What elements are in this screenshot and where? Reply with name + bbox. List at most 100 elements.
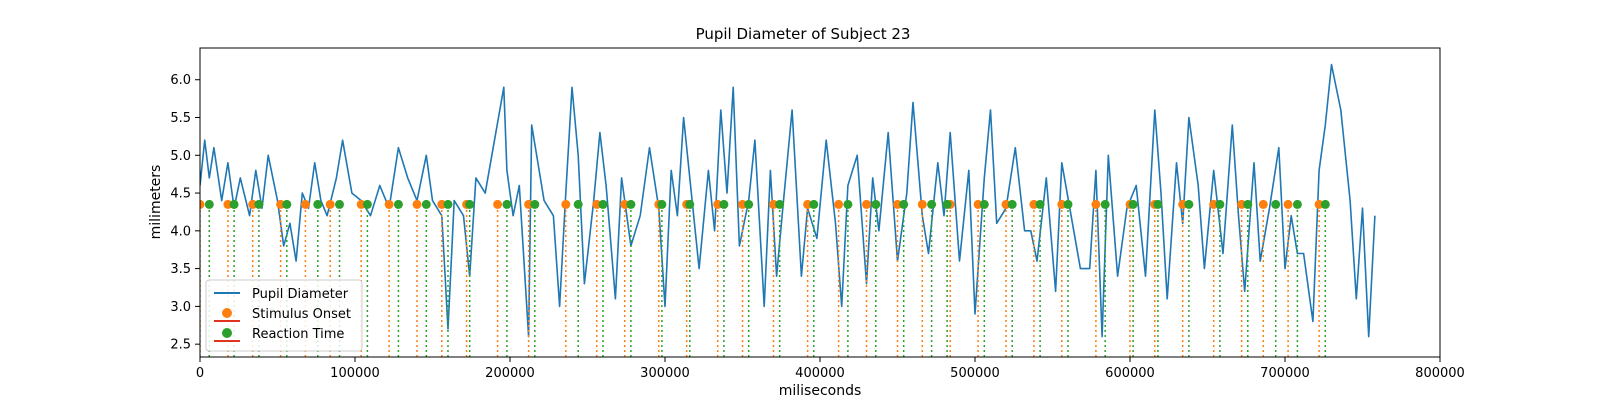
reaction-time-marker (1153, 199, 1163, 209)
reaction-time-marker (204, 199, 214, 209)
reaction-time-marker (942, 199, 952, 209)
y-axis: 2.5 3.0 3.5 4.0 4.5 5.0 5.5 6.0 (170, 73, 200, 353)
stimulus-onset-marker (1283, 199, 1293, 209)
stimulus-onset-marker (738, 199, 747, 209)
stimulus-onset-marker (1209, 199, 1219, 209)
legend-marker-stimulus-onset (222, 308, 232, 318)
y-axis-label: milimeters (148, 165, 164, 240)
stimulus-onset-marker (325, 199, 335, 209)
reaction-time-marker (1271, 199, 1281, 209)
reaction-time-marker (229, 199, 239, 209)
stimulus-onset-marker (862, 199, 871, 209)
x-tick-label: 800000 (1415, 366, 1465, 381)
stimulus-onset-marker (1314, 199, 1324, 209)
plot-area (200, 63, 1376, 357)
reaction-time-marker (899, 199, 909, 209)
x-tick-label: 500000 (950, 366, 1000, 381)
reaction-time-marker (775, 199, 785, 209)
legend-box (205, 279, 363, 352)
stimulus-onset-marker (223, 199, 233, 209)
reaction-time-marker (1243, 199, 1253, 209)
x-tick-label: 700000 (1260, 366, 1310, 381)
stimulus-onset-marker (561, 199, 571, 209)
stimulus-onset-marker (493, 199, 503, 209)
x-tick-label: 100000 (330, 366, 380, 381)
stimulus-onset-marker (803, 199, 813, 209)
reaction-time-marker (1320, 199, 1330, 209)
y-tick-label: 3.5 (170, 262, 191, 277)
legend: Pupil Diameter Stimulus Onset Reaction T… (205, 279, 363, 352)
stimulus-onset-marker (1237, 199, 1247, 209)
reaction-time-marker (573, 199, 583, 209)
x-tick-label: 200000 (485, 366, 535, 381)
stimulus-onset-marker (1178, 199, 1188, 209)
reaction-time-marker (809, 199, 819, 209)
reaction-time-marker (744, 199, 754, 209)
legend-label-pupil-diameter: Pupil Diameter (252, 287, 349, 302)
stimulus-onset-marker (893, 199, 902, 209)
x-tick-label: 600000 (1105, 366, 1155, 381)
reaction-time-marker (1035, 199, 1045, 209)
stimulus-onset-marker (248, 199, 258, 209)
stimulus-onset-marker (620, 199, 630, 209)
stimulus-onset-marker (437, 199, 447, 209)
y-tick-label: 5.5 (170, 111, 191, 126)
reaction-time-marker (282, 199, 292, 209)
stimulus-onset-marker (834, 199, 844, 209)
reaction-time-marker (465, 199, 475, 209)
reaction-time-marker (443, 199, 453, 209)
reaction-time-marker (393, 199, 403, 209)
reaction-time-marker (685, 199, 695, 209)
reaction-time-marker (421, 199, 431, 209)
x-tick-label: 300000 (640, 366, 690, 381)
x-axis: 0 100000 200000 300000 400000 500000 600000 700… (196, 357, 1465, 381)
stimulus-onset-marker (769, 199, 778, 209)
reaction-time-marker (979, 199, 989, 209)
legend-label-stimulus-onset: Stimulus Onset (252, 307, 351, 322)
stimulus-onset-marker (592, 199, 602, 209)
stimulus-onset-marker (200, 199, 205, 209)
x-tick-label: 0 (196, 366, 204, 381)
reaction-time-marker (1292, 199, 1302, 209)
reaction-time-marker (530, 199, 540, 209)
y-tick-label: 3.0 (170, 300, 191, 315)
x-tick-label: 400000 (795, 366, 845, 381)
reaction-time-marker (598, 199, 608, 209)
legend-label-reaction-time: Reaction Time (252, 327, 344, 342)
stimulus-onset-marker (1258, 199, 1268, 209)
y-tick-label: 6.0 (170, 73, 191, 88)
reaction-time-marker (1007, 199, 1017, 209)
x-axis-label: miliseconds (779, 383, 862, 399)
reaction-time-marker (254, 199, 264, 209)
reaction-time-marker (335, 199, 344, 209)
stimulus-onset-marker (1029, 199, 1039, 209)
stimulus-onset-marker (1091, 199, 1101, 209)
stimulus-onset-marker (973, 199, 983, 209)
reaction-time-marker (1184, 199, 1194, 209)
y-tick-label: 4.0 (170, 224, 191, 239)
legend-marker-reaction-time (222, 328, 232, 338)
reaction-time-marker (1215, 199, 1225, 209)
stimulus-onset-marker (276, 199, 286, 209)
chart-title: Pupil Diameter of Subject 23 (696, 25, 911, 43)
reaction-time-marker (626, 199, 636, 209)
stimulus-onset-marker (1057, 199, 1067, 209)
reaction-time-marker (657, 199, 667, 209)
reaction-time-marker (843, 199, 853, 209)
stimulus-onset-marker (1001, 199, 1011, 209)
reaction-time-marker (871, 199, 881, 209)
stimulus-onset-marker (524, 199, 534, 209)
pupil-diameter-line (200, 63, 1376, 338)
reaction-time-marker (362, 199, 372, 209)
reaction-time-marker (313, 199, 323, 209)
reaction-time-marker (719, 199, 729, 209)
reaction-time-marker (1063, 199, 1073, 209)
y-tick-label: 5.0 (170, 149, 191, 164)
y-tick-label: 4.5 (170, 187, 191, 202)
reaction-time-marker (927, 199, 937, 209)
stimulus-onset-marker (917, 199, 927, 209)
stimulus-onset-marker (356, 199, 366, 209)
reaction-time-marker (502, 199, 512, 209)
reaction-time-marker (1128, 199, 1138, 209)
